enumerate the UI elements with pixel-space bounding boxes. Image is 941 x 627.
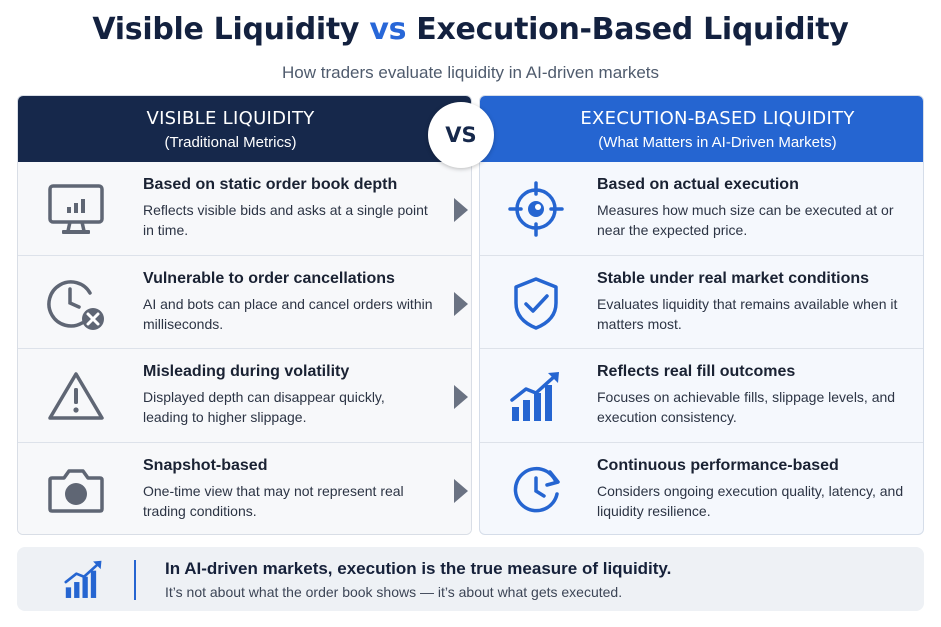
left-row-2-body: AI and bots can place and cancel orders … bbox=[143, 295, 433, 332]
page-title: Visible Liquidity vs Execution-Based Liq… bbox=[0, 12, 941, 47]
shield-check-icon bbox=[504, 274, 568, 332]
arrow-right-icon bbox=[454, 291, 468, 316]
clock-cancel-icon bbox=[44, 274, 108, 332]
clock-refresh-icon bbox=[504, 461, 568, 519]
left-row-3-body: Displayed depth can disappear quickly, l… bbox=[143, 389, 385, 425]
left-row-1: Based on static order book depth Reflect… bbox=[18, 162, 471, 256]
page-subtitle: How traders evaluate liquidity in AI-dri… bbox=[282, 63, 659, 82]
target-crosshair-icon bbox=[504, 180, 568, 238]
growth-chart-icon bbox=[61, 557, 107, 601]
banner-divider bbox=[134, 560, 136, 600]
right-row-3-body: Focuses on achievable fills, slippage le… bbox=[597, 389, 896, 425]
left-row-1-body: Reflects visible bids and asks at a sing… bbox=[143, 202, 428, 238]
right-heading: EXECUTION-BASED LIQUIDITY bbox=[580, 108, 855, 129]
growth-chart-icon bbox=[504, 367, 568, 425]
right-row-3-title: Reflects real fill outcomes bbox=[597, 363, 796, 380]
arrow-right-icon bbox=[454, 385, 468, 409]
left-heading: VISIBLE LIQUIDITY bbox=[146, 108, 315, 129]
right-row-2-body: Evaluates liquidity that remains availab… bbox=[597, 295, 898, 332]
arrow-right-icon bbox=[454, 478, 468, 503]
right-row-4-body: Considers ongoing execution quality, lat… bbox=[597, 482, 904, 519]
right-row-1-title: Based on actual execution bbox=[597, 176, 799, 193]
visible-liquidity-panel: VISIBLE LIQUIDITY (Traditional Metrics) … bbox=[17, 95, 472, 535]
camera-icon bbox=[44, 461, 108, 519]
left-row-4-body: One-time view that may not represent rea… bbox=[143, 482, 404, 519]
right-row-4: Continuous performance-based Considers o… bbox=[480, 443, 923, 535]
visible-liquidity-header: VISIBLE LIQUIDITY (Traditional Metrics) bbox=[18, 96, 471, 162]
conclusion-sub-text: It’s not about what the order book shows… bbox=[165, 584, 623, 600]
right-row-1-body: Measures how much size can be executed a… bbox=[597, 202, 894, 238]
right-row-3: Reflects real fill outcomes Focuses on a… bbox=[480, 349, 923, 443]
execution-liquidity-header: EXECUTION-BASED LIQUIDITY (What Matters … bbox=[480, 96, 923, 162]
arrow-right-icon bbox=[454, 198, 468, 222]
left-row-3-title: Misleading during volatility bbox=[143, 363, 350, 380]
conclusion-main-text: In AI-driven markets, execution is the t… bbox=[165, 559, 672, 578]
monitor-bar-chart-icon bbox=[44, 180, 108, 238]
left-subheading: (Traditional Metrics) bbox=[164, 134, 297, 151]
right-subheading: (What Matters in AI-Driven Markets) bbox=[598, 134, 837, 151]
execution-liquidity-panel: EXECUTION-BASED LIQUIDITY (What Matters … bbox=[479, 95, 924, 535]
right-row-1: Based on actual execution Measures how m… bbox=[480, 162, 923, 256]
right-row-2: Stable under real market conditions Eval… bbox=[480, 256, 923, 349]
left-row-4-title: Snapshot-based bbox=[143, 456, 268, 474]
left-row-4: Snapshot-based One-time view that may no… bbox=[18, 442, 471, 534]
right-row-2-title: Stable under real market conditions bbox=[597, 269, 870, 287]
title-vs: vs bbox=[369, 12, 407, 47]
vs-badge: VS bbox=[428, 102, 494, 168]
title-part1: Visible Liquidity bbox=[92, 12, 360, 47]
left-row-3: Misleading during volatility Displayed d… bbox=[18, 349, 471, 443]
left-row-2: Vulnerable to order cancellations AI and… bbox=[18, 255, 471, 349]
warning-triangle-icon bbox=[44, 367, 108, 425]
title-part2: Execution-Based Liquidity bbox=[416, 12, 849, 47]
conclusion-banner: In AI-driven markets, execution is the t… bbox=[17, 547, 924, 611]
right-row-4-title: Continuous performance-based bbox=[597, 456, 839, 474]
left-row-1-title: Based on static order book depth bbox=[143, 176, 398, 193]
left-row-2-title: Vulnerable to order cancellations bbox=[143, 269, 395, 287]
